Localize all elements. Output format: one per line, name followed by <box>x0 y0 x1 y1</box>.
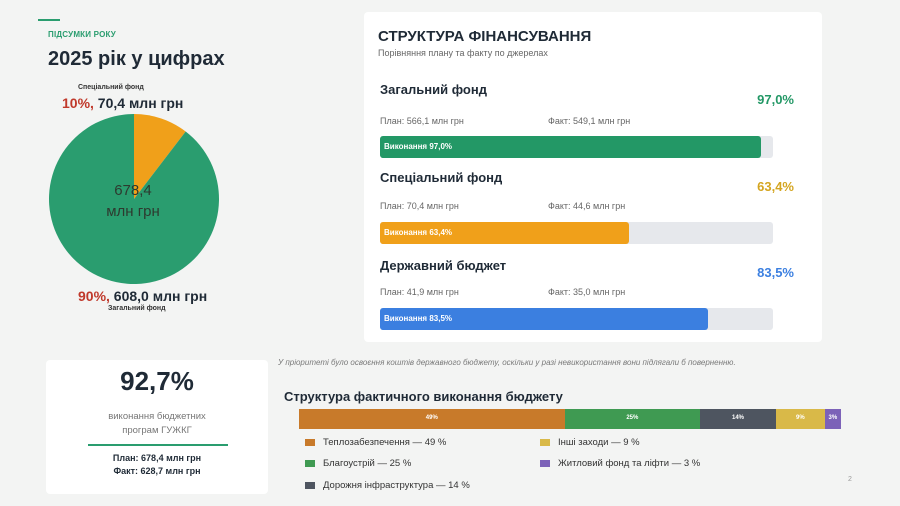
source-name: Спеціальний фонд <box>380 170 503 185</box>
kicker-accent-line <box>38 19 60 21</box>
progress-bar-label: Виконання 63,4% <box>384 228 452 237</box>
stack-segment-label: 49% <box>425 415 438 421</box>
stack-segment: 9% <box>775 409 825 429</box>
pie-center-total: 678,4 млн грн <box>78 180 188 222</box>
legend-label: Дорожня інфраструктура — 14 % <box>323 480 470 491</box>
pie-slice-general-fund <box>48 113 219 284</box>
kpi-divider <box>88 444 228 446</box>
financing-structure-card <box>364 12 822 342</box>
legend-swatch <box>305 438 315 446</box>
progress-bar-label: Виконання 97,0% <box>384 142 452 151</box>
stack-segment-label: 25% <box>626 415 639 421</box>
source-percent: 63,4% <box>757 179 794 194</box>
progress-bar-fill <box>380 308 709 330</box>
legend-swatch <box>540 459 550 467</box>
section-kicker: ПІДСУМКИ РОКУ <box>48 30 116 39</box>
legend-item: Житловий фонд та ліфти — 3 % <box>540 458 700 469</box>
structure-stacked-bar: 49% 25% 14% 9% 3% <box>299 409 841 429</box>
source-plan: План: 70,4 млн грн <box>380 201 459 211</box>
legend-label: Житловий фонд та ліфти — 3 % <box>558 458 701 469</box>
kpi-label: виконання бюджетних програм ГУЖКГ <box>46 410 268 438</box>
page-title: 2025 рік у цифрах <box>48 48 225 70</box>
source-name: Державний бюджет <box>380 258 507 273</box>
budget-pie-chart <box>48 113 219 284</box>
kpi-card <box>46 360 268 494</box>
progress-bar-track: Виконання 63,4% <box>380 222 773 244</box>
kpi-plan: План: 678,4 млн грн <box>112 453 202 463</box>
stack-segment: 14% <box>700 409 776 429</box>
source-plan: План: 41,9 млн грн <box>380 287 459 297</box>
pie-center-unit: млн грн <box>106 203 160 220</box>
source-percent: 83,5% <box>757 265 794 280</box>
source-fact: Факт: 549,1 млн грн <box>548 116 631 126</box>
financing-subtitle: Порівняння плану та факту по джерелах <box>378 48 548 58</box>
pie-center-value: 678,4 <box>114 182 152 199</box>
legend-swatch <box>305 459 315 467</box>
stack-segment: 25% <box>564 409 701 429</box>
pie-general-fund-caption: Загальний фонд <box>108 305 166 312</box>
source-fact: Факт: 44,6 млн грн <box>548 201 626 211</box>
stack-segment-label: 9% <box>796 415 805 421</box>
source-percent: 97,0% <box>757 92 794 107</box>
legend-item: Дорожня інфраструктура — 14 % <box>305 480 470 491</box>
kpi-label-line1: виконання бюджетних <box>108 411 206 422</box>
legend-label: Теплозабезпечення — 49 % <box>323 437 447 448</box>
stack-segment-label: 14% <box>732 415 745 421</box>
legend-label: Інші заходи — 9 % <box>558 437 640 448</box>
legend-item: Теплозабезпечення — 49 % <box>305 437 446 448</box>
pie-slice-special-fund <box>134 114 186 199</box>
kpi-value: 92,7% <box>120 366 194 396</box>
legend-item: Інші заходи — 9 % <box>540 437 640 448</box>
progress-bar-label: Виконання 83,5% <box>384 314 452 323</box>
legend-swatch <box>305 481 315 489</box>
financing-title: СТРУКТУРА ФІНАНСУВАННЯ <box>378 28 592 45</box>
kpi-label-line2: програм ГУЖКГ <box>122 425 192 436</box>
progress-bar-fill <box>380 136 762 158</box>
pie-special-fund-label: 10%, 70,4 млн грн <box>62 95 183 111</box>
pie-special-fund-caption: Спеціальний фонд <box>78 84 144 91</box>
pie-general-fund-pct: 90%, <box>78 288 110 304</box>
pie-special-fund-pct: 10%, <box>62 95 94 111</box>
progress-bar-fill <box>380 222 630 244</box>
page-number: 2 <box>848 476 852 483</box>
stack-segment-label: 3% <box>828 415 838 421</box>
structure-title: Структура фактичного виконання бюджету <box>284 389 563 404</box>
legend-swatch <box>540 438 550 446</box>
kpi-fact: Факт: 628,7 млн грн <box>113 466 201 476</box>
pie-general-fund-value: 608,0 млн грн <box>109 288 208 304</box>
source-fact: Факт: 35,0 млн грн <box>548 287 626 297</box>
legend-item: Благоустрій — 25 % <box>305 458 411 469</box>
priority-note: У пріоритеті було освоєння коштів держав… <box>278 358 736 367</box>
progress-bar-track: Виконання 97,0% <box>380 136 773 158</box>
pie-special-fund-value: 70,4 млн грн <box>93 95 184 111</box>
legend-label: Благоустрій — 25 % <box>323 458 412 469</box>
progress-bar-track: Виконання 83,5% <box>380 308 773 330</box>
stack-segment: 3% <box>824 409 841 429</box>
source-name: Загальний фонд <box>380 82 487 97</box>
stack-segment: 49% <box>299 409 565 429</box>
source-plan: План: 566,1 млн грн <box>380 116 464 126</box>
pie-general-fund-label: 90%, 608,0 млн грн <box>78 288 207 304</box>
